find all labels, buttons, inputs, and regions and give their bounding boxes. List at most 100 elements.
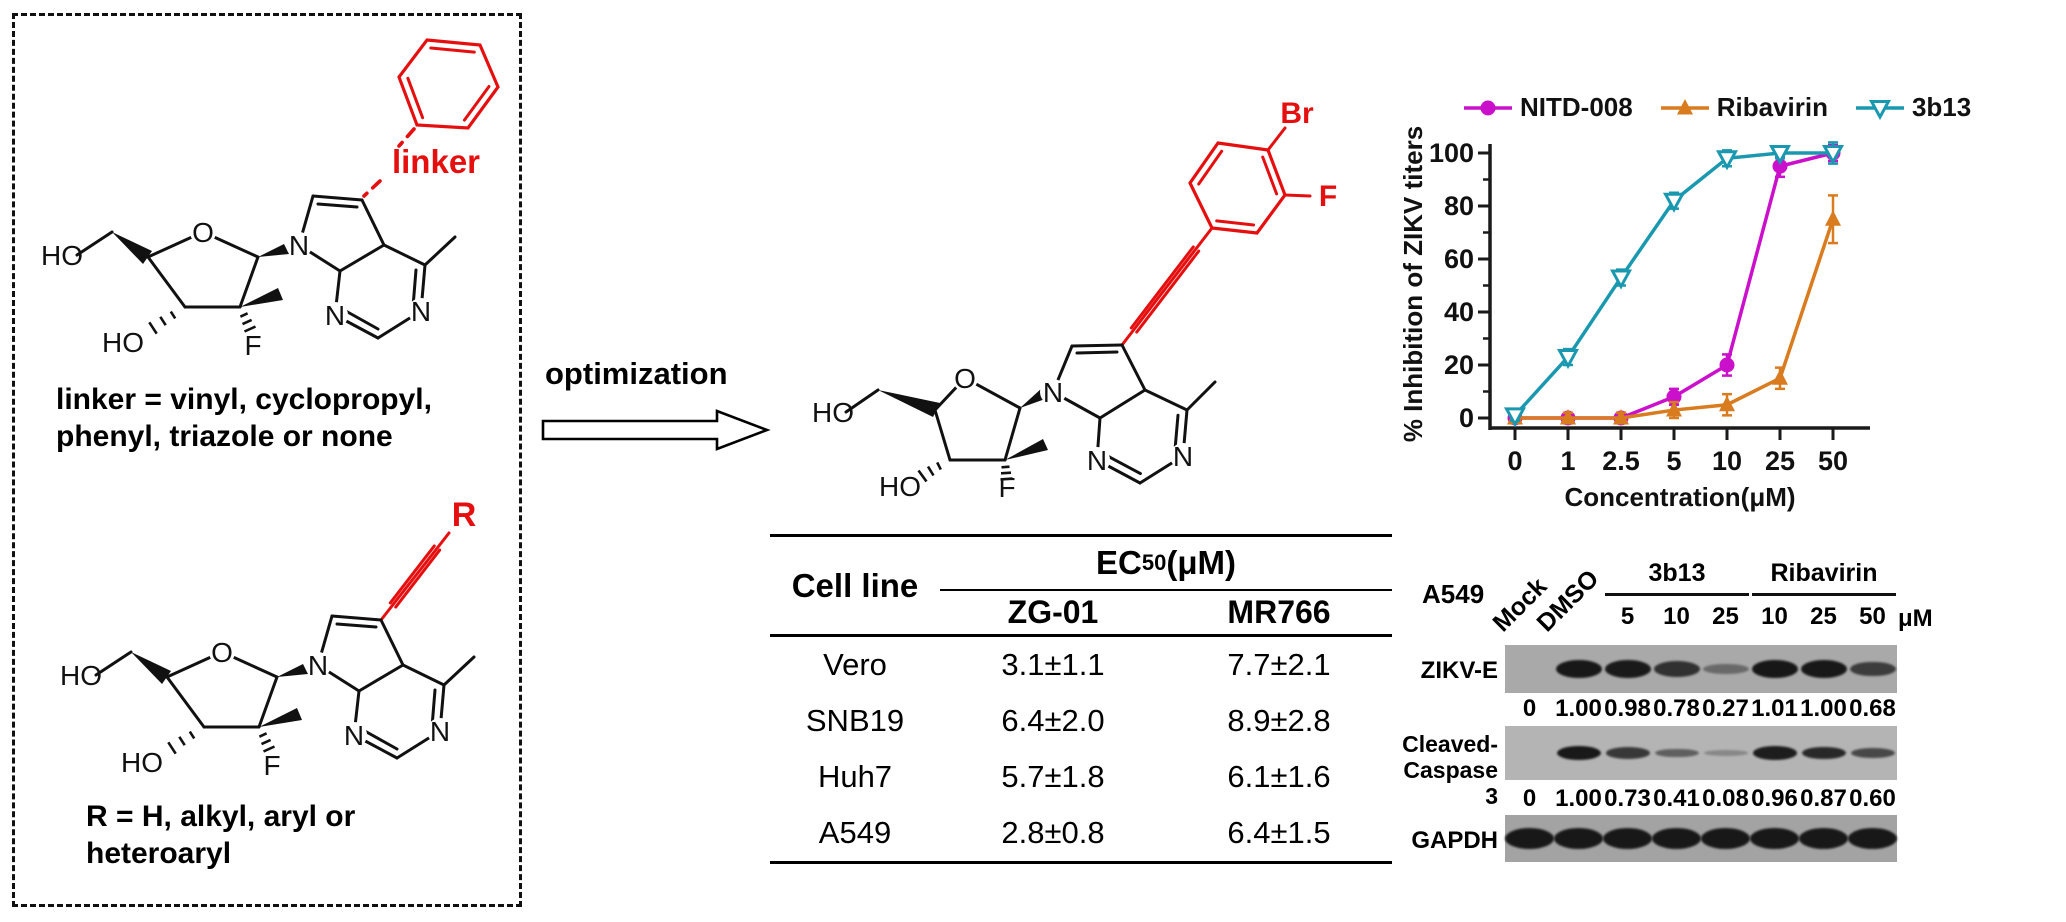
blot-band: [1603, 828, 1652, 849]
blot-quantification: 0.96: [1751, 785, 1798, 812]
x-tick-label: 2.5: [1602, 446, 1640, 476]
data-point: [1613, 409, 1629, 425]
blot-band: [1556, 746, 1601, 760]
blot-group-underline: [1752, 593, 1896, 596]
blot-band: [1652, 828, 1701, 849]
scaffold-box: [12, 13, 522, 907]
data-point: [1772, 158, 1788, 174]
blot-dose-label: 10: [1761, 603, 1788, 630]
data-point: [1719, 395, 1735, 412]
table-cell: Huh7: [817, 759, 893, 794]
blot-group-ribavirin: Ribavirin: [1770, 559, 1878, 587]
optimization-label: optimization: [545, 356, 728, 391]
western-blot-panel: A549 Mock DMSO 3b13 Ribavirin μM ZIKV-E …: [1400, 545, 2066, 922]
bromo-fluoro-phenyl-ring: [1188, 126, 1312, 235]
table-cell: 6.4±1.5: [1227, 815, 1331, 850]
blot-quantification: 0.87: [1800, 785, 1847, 812]
blot-row-label-zikv-e: ZIKV-E: [1420, 657, 1498, 684]
blot-band: [1604, 660, 1651, 678]
blot-unit-label: μM: [1898, 605, 1933, 632]
legend-label: NITD-008: [1520, 92, 1633, 122]
atom-n: N: [289, 230, 309, 261]
table-cell: 3.1±1.1: [1001, 647, 1105, 682]
x-tick-label: 10: [1712, 446, 1742, 476]
table-cell: 6.4±2.0: [1001, 703, 1105, 738]
r-caption: R = H, alkyl, aryl or heteroaryl: [86, 798, 355, 872]
x-tick-label: 0: [1507, 446, 1522, 476]
blot-band: [1850, 747, 1895, 759]
blot-quantification: 1.00: [1555, 785, 1602, 812]
data-point: [1662, 192, 1686, 213]
blot-band: [1554, 828, 1603, 849]
atom-br: Br: [1280, 97, 1314, 130]
atom-ho: HO: [102, 327, 144, 358]
legend-item-3b13: 3b13: [1854, 92, 1971, 123]
y-tick-label: 40: [1444, 297, 1474, 327]
blot-cell-line-label: A549: [1422, 579, 1485, 609]
atom-ho: HO: [812, 397, 854, 428]
blot-band: [1703, 750, 1748, 756]
blot-group-underline: [1605, 593, 1749, 596]
data-point: [1772, 369, 1788, 385]
nucleoside-core: [94, 614, 476, 760]
atom-f: F: [1319, 180, 1337, 213]
linker-caption: linker = vinyl, cyclopropyl, phenyl, tri…: [56, 381, 432, 455]
blot-band: [1848, 828, 1897, 849]
r-group-label: R: [452, 496, 477, 534]
x-tick-label: 1: [1560, 446, 1575, 476]
table-cell: 5.7±1.8: [1001, 759, 1105, 794]
atom-o: O: [211, 637, 233, 668]
ec-sub: 50: [1141, 550, 1167, 575]
legend-item-Ribavirin: Ribavirin: [1659, 92, 1828, 123]
blot-quantification: 0: [1522, 695, 1537, 722]
y-tick-label: 60: [1444, 244, 1474, 274]
atom-n: N: [308, 650, 328, 681]
blot-quantification: 0.78: [1653, 695, 1700, 722]
x-tick-label: 5: [1666, 446, 1681, 476]
atom-n: N: [411, 296, 431, 327]
linker-label: linker: [392, 143, 480, 180]
linker-bond-lower: [362, 179, 382, 198]
data-point: [1719, 357, 1735, 373]
y-tick-label: 20: [1444, 350, 1474, 380]
legend-item-NITD-008: NITD-008: [1462, 92, 1633, 123]
r-caption-line2: heteroaryl: [86, 837, 232, 870]
blot-quantification: 0.60: [1849, 785, 1896, 812]
blot-quantification: 0.68: [1849, 695, 1896, 722]
table-cell: 2.8±0.8: [1001, 815, 1105, 850]
blot-band: [1801, 746, 1846, 760]
chart-legend: NITD-008 Ribavirin 3b13: [1462, 92, 1971, 123]
blot-band: [1800, 660, 1847, 678]
nucleoside-core: [75, 194, 457, 340]
data-point: [1560, 409, 1576, 425]
data-point: [1825, 210, 1841, 226]
linker-bond-upper: [397, 127, 416, 148]
data-point: [1666, 389, 1682, 405]
chart-plot: 0 20 40 60 80 100 0 1 2.5 5 10 25 50 Concentration(μM…: [1400, 126, 1870, 512]
blot-dose-label: 10: [1663, 603, 1690, 630]
legend-label: Ribavirin: [1716, 92, 1828, 122]
table-cell: A549: [818, 815, 892, 850]
linker-caption-line1: linker = vinyl, cyclopropyl,: [56, 383, 432, 416]
data-point: [1768, 145, 1792, 166]
blot-quantification: 0: [1522, 785, 1537, 812]
y-tick-label: 80: [1444, 191, 1474, 221]
legend-label: 3b13: [1911, 92, 1972, 122]
series-3b13: [1503, 141, 1845, 428]
alkyne: [1120, 226, 1214, 347]
table-header-cell-line: Cell line: [770, 537, 940, 637]
blot-group-3b13: 3b13: [1648, 559, 1706, 587]
blot-quantification: 1.00: [1555, 695, 1602, 722]
atom-n: N: [1087, 445, 1107, 476]
x-axis-title: Concentration(μM): [1564, 482, 1795, 512]
ec-unit: (μM): [1166, 544, 1236, 581]
legend-marker: [1464, 100, 1512, 115]
nucleoside-core: [844, 343, 1217, 485]
blot-dose-label: 5: [1620, 603, 1635, 630]
blot-quantification: 0.73: [1604, 785, 1651, 812]
lead-compound-structure: HO O HO F N N N Br F: [812, 97, 1337, 503]
blot-row-label-gapdh: GAPDH: [1411, 827, 1498, 854]
optimization-arrow: [541, 409, 771, 451]
blot-row-label-caspase: Cleaved- Caspase 3: [1402, 731, 1498, 809]
